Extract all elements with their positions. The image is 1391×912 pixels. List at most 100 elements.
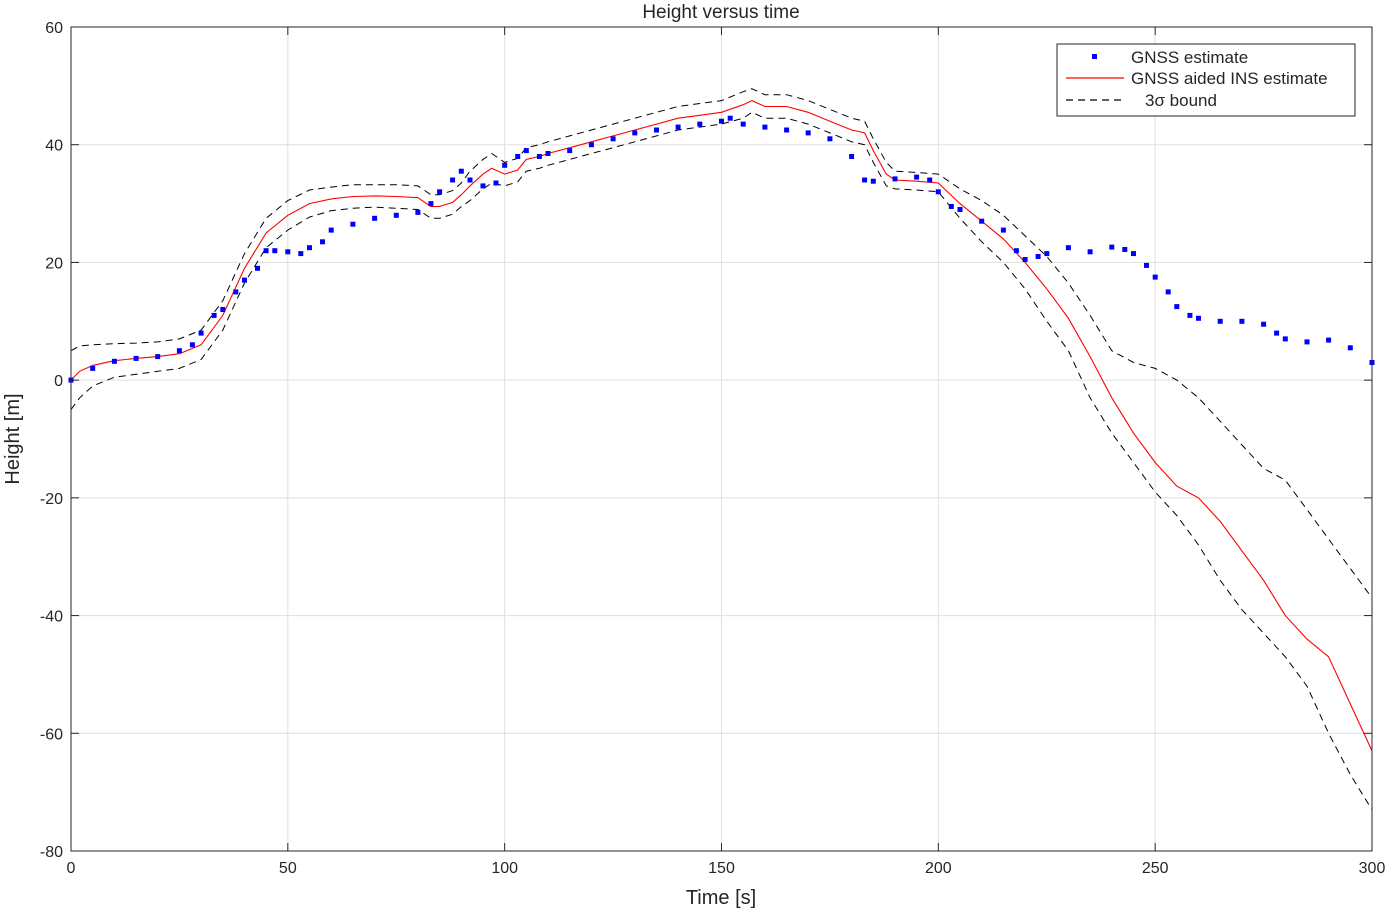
legend-box xyxy=(1056,43,1356,117)
gnss-point xyxy=(189,342,195,348)
gnss-point xyxy=(1217,318,1223,324)
gnss-point xyxy=(523,148,529,154)
gnss-point xyxy=(892,176,898,182)
gnss-point xyxy=(493,180,499,186)
legend: GNSS estimate GNSS aided INS estimate 3σ… xyxy=(1056,43,1356,117)
gnss-point xyxy=(1044,251,1050,257)
gnss-point xyxy=(320,239,325,245)
gnss-point xyxy=(927,177,933,183)
gnss-point xyxy=(1282,336,1288,342)
gnss-point xyxy=(155,354,161,360)
gnss-point xyxy=(450,177,456,183)
gnss-point xyxy=(176,348,182,354)
gnss-point xyxy=(480,183,486,189)
gnss-point xyxy=(675,124,681,130)
gnss-point xyxy=(610,136,616,142)
upper-bound-line xyxy=(70,88,1373,599)
gnss-point xyxy=(393,212,399,218)
lower-bound-line xyxy=(70,111,1373,811)
gnss-point xyxy=(654,127,659,133)
gnss-point xyxy=(1261,321,1267,327)
y-tick-label: -60 xyxy=(40,726,63,743)
y-tick-label: 0 xyxy=(54,373,63,390)
gnss-point xyxy=(545,151,551,156)
x-tick-label: 0 xyxy=(67,860,76,877)
gnss-point xyxy=(515,154,521,159)
x-tick-label: 150 xyxy=(708,860,735,877)
gnss-point xyxy=(948,204,954,209)
legend-gnss-marker xyxy=(1092,54,1097,59)
gnss-point xyxy=(827,136,833,142)
gnss-point xyxy=(805,130,811,136)
gnss-point xyxy=(198,330,204,336)
gnss-point xyxy=(437,189,443,195)
gnss-point xyxy=(1304,339,1310,345)
x-tick-label: 50 xyxy=(279,860,297,877)
x-tick-label: 100 xyxy=(491,860,518,877)
gnss-point xyxy=(1087,249,1093,255)
legend-gnss-label: GNSS estimate xyxy=(1131,48,1248,67)
y-tick-label: 20 xyxy=(45,255,63,272)
gnss-point xyxy=(1109,244,1115,250)
gnss-point xyxy=(307,245,312,251)
axis-ticks: 0 50 100 150 200 250 300 -80 -60 -40 -20 0 20 40 60 xyxy=(40,20,1386,877)
gnss-point xyxy=(428,201,434,207)
gnss-point xyxy=(111,358,117,364)
gnss-point xyxy=(740,121,746,127)
gnss-point xyxy=(719,118,724,124)
gnss-point xyxy=(849,154,855,159)
gnss-point xyxy=(255,265,260,271)
y-tick-label: 40 xyxy=(45,138,63,155)
legend-ins-label: GNSS aided INS estimate xyxy=(1131,69,1328,88)
y-axis-label: Height [m] xyxy=(2,393,24,484)
x-tick-label: 250 xyxy=(1142,860,1169,877)
gnss-point xyxy=(784,127,790,133)
gnss-point xyxy=(220,307,226,312)
gnss-point xyxy=(697,121,703,127)
gnss-point xyxy=(1187,312,1193,318)
gnss-point xyxy=(458,168,464,174)
gnss-point xyxy=(285,249,291,255)
gnss-point xyxy=(350,221,356,227)
gnss-point xyxy=(467,177,473,183)
chart-title: Height versus time xyxy=(642,2,799,23)
gnss-point xyxy=(328,227,334,233)
gnss-point xyxy=(935,189,941,195)
x-tick-label: 300 xyxy=(1359,860,1386,877)
y-tick-label: -20 xyxy=(40,491,63,508)
gnss-point xyxy=(298,251,304,257)
gnss-point xyxy=(567,148,573,154)
gnss-point xyxy=(1274,330,1280,336)
gnss-point xyxy=(372,215,378,221)
gnss-point xyxy=(1000,227,1006,233)
gnss-point xyxy=(502,162,508,168)
gnss-point xyxy=(1035,254,1041,259)
gnss-point xyxy=(632,130,638,136)
gnss-point xyxy=(870,178,876,184)
gnss-point xyxy=(1347,345,1353,351)
gnss-point xyxy=(957,207,963,212)
gnss-point xyxy=(1013,248,1019,254)
gnss-point xyxy=(588,142,594,148)
gnss-point xyxy=(133,355,139,361)
gnss-point xyxy=(914,174,920,180)
gnss-point xyxy=(242,277,247,283)
gnss-point xyxy=(727,115,733,121)
gnss-point xyxy=(1239,318,1245,324)
ins-series xyxy=(70,99,1373,752)
gnss-point xyxy=(211,312,217,318)
grid xyxy=(70,26,1373,852)
ins-estimate-line xyxy=(70,99,1373,752)
gnss-point xyxy=(1174,304,1180,310)
gnss-point xyxy=(272,248,278,254)
gnss-point xyxy=(1196,315,1201,321)
gnss-point xyxy=(979,218,985,224)
gnss-point xyxy=(233,289,239,295)
gnss-point xyxy=(1065,245,1071,251)
gnss-point xyxy=(762,124,768,130)
gnss-point xyxy=(1326,337,1332,343)
gnss-point xyxy=(1122,247,1128,252)
gnss-point xyxy=(1152,274,1158,280)
x-axis-label: Time [s] xyxy=(686,887,756,909)
gnss-point xyxy=(1144,262,1149,268)
